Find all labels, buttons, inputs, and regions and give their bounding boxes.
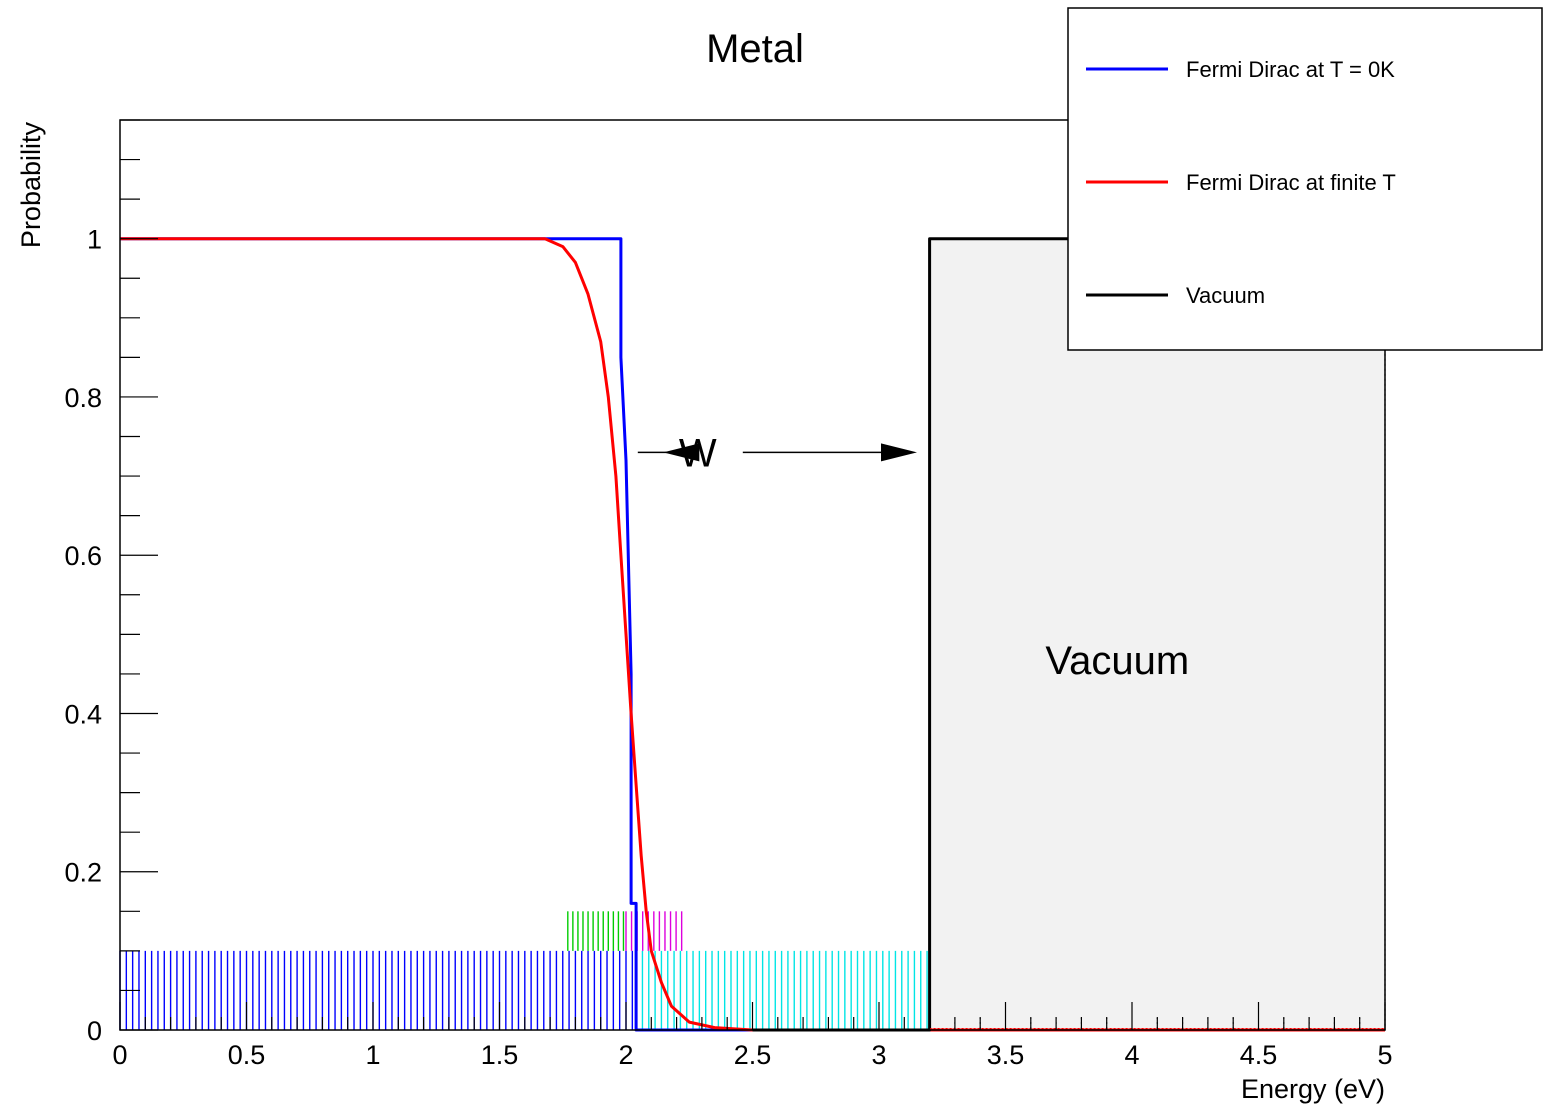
legend-label-2: Fermi Dirac at finite T [1186, 170, 1396, 195]
x-tick-label: 2.5 [734, 1040, 772, 1070]
y-tick-label: 0.6 [64, 541, 102, 571]
x-tick-label: 2 [618, 1040, 633, 1070]
legend-label-1: Fermi Dirac at T = 0K [1186, 57, 1395, 82]
series-line-2 [120, 237, 1385, 1032]
x-tick-label: 3 [871, 1040, 886, 1070]
y-tick-label: 0 [87, 1016, 102, 1046]
w-arrow-right-head [881, 443, 918, 462]
chart-title: Metal [706, 27, 804, 71]
x-tick-label: 0 [112, 1040, 127, 1070]
y-tick-label: 1 [87, 225, 102, 255]
series-line-1 [120, 237, 1385, 1032]
vacuum-region-layer: Vacuum [929, 238, 1386, 1030]
x-tick-label: 1 [365, 1040, 380, 1070]
y-tick-label: 0.8 [64, 383, 102, 413]
y-tick-label: 0.2 [64, 858, 102, 888]
x-axis-title: Energy (eV) [1241, 1074, 1385, 1104]
x-tick-label: 4.5 [1240, 1040, 1278, 1070]
w-arrow-left-head [663, 443, 700, 462]
x-tick-label: 4 [1124, 1040, 1139, 1070]
x-tick-label: 0.5 [228, 1040, 266, 1070]
x-tick-label: 1.5 [481, 1040, 519, 1070]
axes-layer: 0 0.2 0.4 0.6 0.8 1 0 0.5 1 1.5 2 2.5 3 3.5 4 4.5 5 [64, 119, 1393, 1070]
x-tick-label: 5 [1377, 1040, 1392, 1070]
vacuum-region [929, 238, 1385, 1030]
legend-label-3: Vacuum [1186, 283, 1265, 308]
rug-layer [119, 911, 928, 1030]
vacuum-region-label: Vacuum [1045, 639, 1189, 683]
plot-frame [119, 119, 1386, 1031]
legend: Fermi Dirac at T = 0K Fermi Dirac at fini… [1067, 7, 1543, 351]
legend-box [1067, 7, 1543, 351]
y-axis-title: Probability [16, 122, 46, 249]
annotation-layer: W [637, 431, 918, 475]
x-tick-label: 3.5 [987, 1040, 1025, 1070]
y-tick-label: 0.4 [64, 699, 102, 729]
